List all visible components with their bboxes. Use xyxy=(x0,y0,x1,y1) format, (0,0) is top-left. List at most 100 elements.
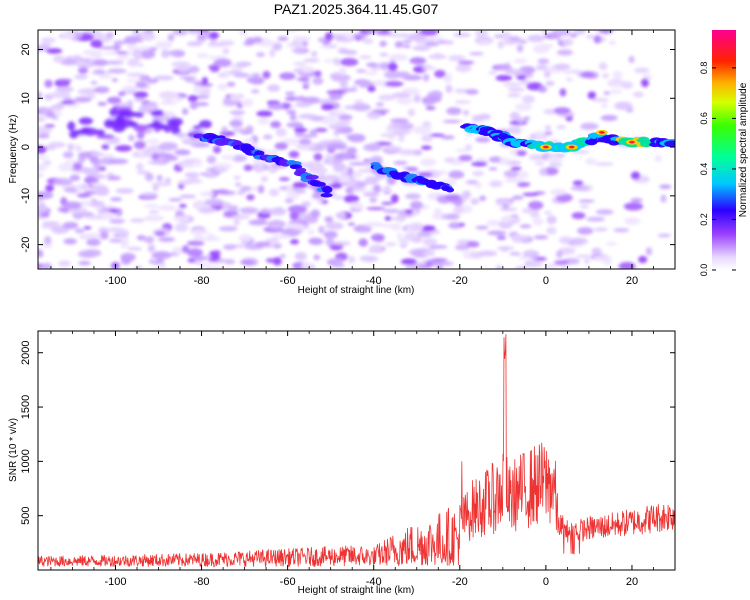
spectrogram-cell xyxy=(339,174,351,183)
spectrogram-cell xyxy=(335,38,355,43)
spectrogram-cell xyxy=(256,110,273,117)
spectrogram-cell xyxy=(434,69,446,78)
spectrogram-cell xyxy=(51,90,71,99)
spectrogram-cell xyxy=(381,188,392,192)
spectrogram-cell xyxy=(135,81,147,89)
spectrogram-cell xyxy=(605,242,617,246)
spectrogram-cell xyxy=(543,210,552,215)
spectrogram-cell xyxy=(354,35,362,42)
spectrogram-cell xyxy=(461,190,472,199)
spectrogram-cell xyxy=(219,131,236,136)
spectrogram-band-cell xyxy=(81,127,99,136)
spectrogram-cell xyxy=(206,265,224,269)
spectrogram-trace-cell xyxy=(305,174,319,180)
spectrogram-cell xyxy=(324,32,333,41)
spectrogram-cell xyxy=(475,30,489,38)
spectrogram-cell xyxy=(93,162,101,170)
spectrogram-cell xyxy=(324,216,334,223)
spectrogram-cell xyxy=(373,184,382,193)
spectrogram-cell xyxy=(370,233,385,242)
spectrogram-cell xyxy=(193,200,206,210)
spectrogram-cell xyxy=(355,69,367,73)
spectrogram-cell xyxy=(228,70,244,75)
spectrogram-cell xyxy=(422,251,436,257)
spectrogram-cell xyxy=(608,41,616,45)
spectrogram-cell xyxy=(158,237,176,242)
spectrogram-cell xyxy=(390,118,409,124)
spectrogram-cell xyxy=(394,40,404,48)
spectrogram-cell xyxy=(172,246,182,255)
spectrogram-cell xyxy=(339,67,347,75)
spectrogram-cell xyxy=(268,167,278,174)
spectrogram-cell xyxy=(298,113,318,120)
spectrogram-cell xyxy=(204,198,224,206)
spectrogram-xtick-label: -40 xyxy=(366,275,382,287)
spectrogram-cell xyxy=(507,125,522,134)
spectrogram-cell xyxy=(239,207,259,215)
spectrogram-cell xyxy=(522,192,539,197)
spectrogram-cell xyxy=(233,175,241,180)
spectrogram-cell xyxy=(562,70,571,75)
spectrogram-cell xyxy=(281,138,301,146)
spectrogram-cell xyxy=(392,92,411,98)
spectrogram-cell xyxy=(495,74,513,82)
spectrogram-cell xyxy=(120,256,132,265)
spectrogram-cell xyxy=(176,132,187,139)
spectrogram-cell xyxy=(592,97,610,103)
spectrogram-cell xyxy=(448,54,466,62)
spectrogram-cell xyxy=(209,64,220,73)
spectrogram-cell xyxy=(140,192,159,198)
spectrogram-cell xyxy=(286,110,297,115)
spectrogram-cell xyxy=(383,70,403,79)
spectrogram-cell xyxy=(354,99,364,104)
spectrogram-cell xyxy=(151,251,172,260)
spectrogram-cell xyxy=(440,135,455,140)
spectrogram-cell xyxy=(593,227,608,232)
spectrogram-cell xyxy=(534,130,546,139)
spectrogram-cell xyxy=(535,64,548,71)
spectrogram-cell xyxy=(42,221,60,226)
spectrogram-cell xyxy=(144,236,155,244)
spectrogram-cell xyxy=(328,111,337,115)
spectrogram-cell xyxy=(291,39,303,48)
spectrogram-cell xyxy=(378,94,396,101)
spectrogram-cell xyxy=(314,70,322,77)
spectrogram-cell xyxy=(601,102,608,109)
spectrogram-cell xyxy=(493,34,504,39)
spectrogram-cell xyxy=(57,78,73,82)
spectrogram-cell xyxy=(250,89,260,94)
spectrogram-cell xyxy=(113,40,127,45)
spectrogram-cell xyxy=(398,135,405,142)
spectrogram-cell xyxy=(598,30,614,34)
spectrogram-cell xyxy=(462,109,470,116)
spectrogram-cell xyxy=(128,134,135,142)
spectrogram-cell xyxy=(532,217,544,226)
spectrogram-cell xyxy=(136,234,146,241)
spectrogram-cell xyxy=(165,50,184,56)
spectrogram-cell xyxy=(517,117,525,124)
snr-ytick-label: 1500 xyxy=(20,395,32,419)
spectrogram-cell xyxy=(136,130,145,140)
spectrogram-cell xyxy=(61,31,76,39)
spectrogram-cell xyxy=(90,39,103,49)
spectrogram-cell xyxy=(369,244,384,251)
spectrogram-trace-cell xyxy=(279,158,289,167)
spectrogram-cell xyxy=(409,57,427,65)
spectrogram-cell xyxy=(209,31,219,40)
spectrogram-cell xyxy=(255,52,266,57)
snr-panel: -100 -80 -60 -40 -20 0 20 500 1000 1500 2000 Heigh… xyxy=(8,330,676,596)
spectrogram-cell xyxy=(497,40,505,50)
spectrogram-cell xyxy=(362,38,374,44)
spectrogram-band-cell xyxy=(166,117,184,127)
spectrogram-cell xyxy=(479,195,487,202)
spectrogram-cell xyxy=(95,206,103,211)
spectrogram-cell xyxy=(53,54,65,63)
spectrogram-cell xyxy=(80,201,94,206)
spectrogram-cell xyxy=(143,203,159,209)
spectrogram-cell xyxy=(502,82,522,87)
spectrogram-cell xyxy=(90,151,105,157)
spectrogram-cell xyxy=(139,49,156,59)
spectrogram-cell xyxy=(528,200,544,210)
spectrogram-cell xyxy=(372,80,386,87)
